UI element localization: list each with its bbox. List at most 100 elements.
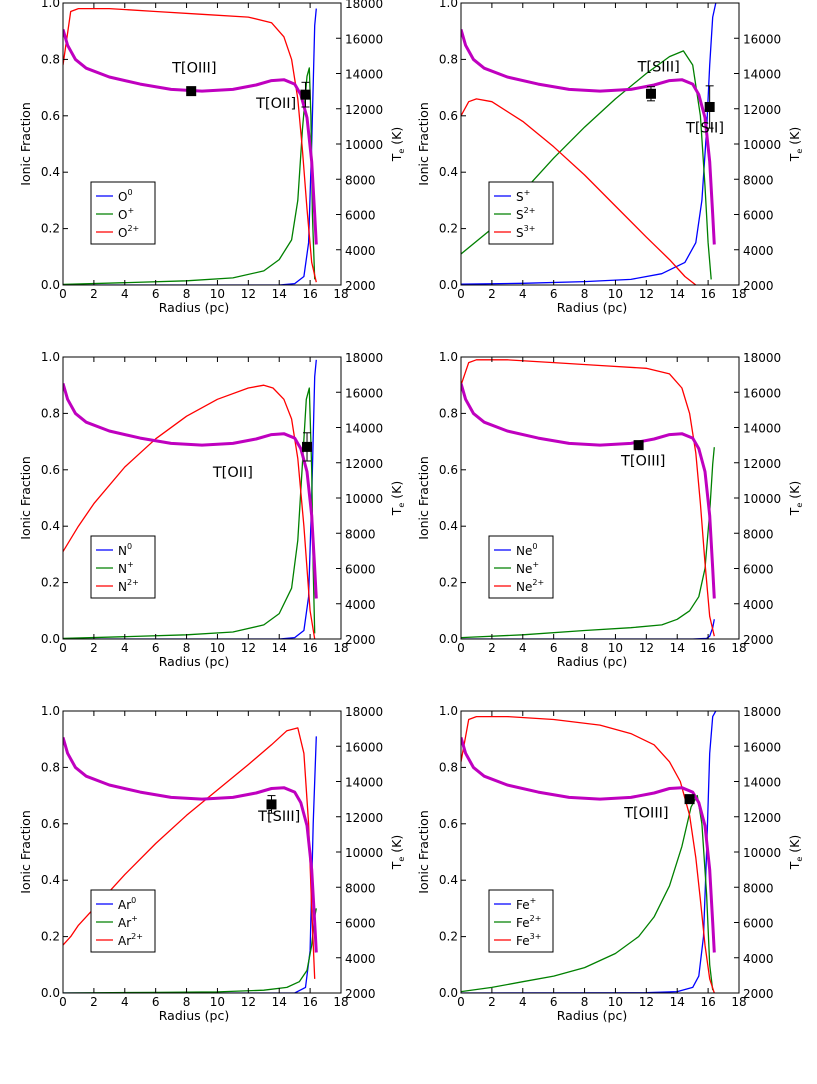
y2-tick-label: 16000 — [345, 386, 383, 400]
legend-box — [488, 535, 554, 599]
y2-tick-label: 6000 — [345, 563, 376, 577]
legend-box — [90, 535, 156, 599]
y-tick-label: 0.4 — [439, 519, 458, 533]
x-tick-label: 8 — [581, 995, 589, 1009]
x-tick-label: 14 — [670, 995, 685, 1009]
x-tick-label: 14 — [670, 287, 685, 301]
x-tick-label: 18 — [333, 641, 348, 655]
legend-box — [488, 889, 554, 953]
y-tick-label: 0.0 — [439, 632, 458, 646]
series-line-splus — [461, 3, 717, 285]
y2-tick-label: 16000 — [743, 386, 781, 400]
x-tick-label: 12 — [639, 287, 654, 301]
y2-tick-label: 14000 — [345, 422, 383, 436]
x-tick-label: 10 — [608, 641, 623, 655]
y-tick-label: 1.0 — [439, 350, 458, 364]
legend-label: Ne2+ — [516, 578, 544, 594]
x-tick-label: 12 — [241, 287, 256, 301]
y-tick-label: 0.2 — [439, 930, 458, 944]
y2-tick-label: 6000 — [743, 563, 774, 577]
y-tick-label: 0.6 — [41, 817, 60, 831]
temperature-annotation: T[OII] — [255, 96, 296, 112]
x-tick-label: 14 — [670, 641, 685, 655]
y2-tick-label: 2000 — [743, 633, 774, 647]
y2-axis-label: Te (K) — [389, 481, 406, 517]
temperature-marker — [300, 89, 311, 100]
series-line-te — [63, 28, 318, 245]
x-tick-label: 8 — [581, 641, 589, 655]
legend-label: N+ — [118, 560, 134, 576]
x-tick-label: 0 — [457, 287, 465, 301]
y-tick-label: 0.8 — [41, 406, 60, 420]
series-line-feplus — [461, 711, 717, 993]
y2-tick-label: 18000 — [345, 0, 383, 11]
x-tick-label: 14 — [272, 995, 287, 1009]
x-axis-label: Radius (pc) — [159, 300, 229, 315]
y2-tick-label: 12000 — [345, 811, 383, 825]
x-tick-label: 18 — [731, 641, 746, 655]
legend-label: Ar2+ — [118, 932, 143, 948]
series-line-fe3plus — [461, 715, 715, 993]
legend-label: Ne0 — [516, 542, 537, 558]
x-tick-label: 2 — [90, 995, 98, 1009]
y-tick-label: 0.6 — [439, 463, 458, 477]
x-tick-label: 2 — [488, 287, 496, 301]
series-line-te — [63, 382, 318, 599]
temperature-marker — [704, 101, 715, 112]
x-tick-label: 18 — [731, 287, 746, 301]
temperature-annotation: T[SII] — [685, 121, 724, 137]
x-tick-label: 6 — [152, 287, 160, 301]
series-line-te — [461, 736, 716, 953]
x-tick-label: 18 — [333, 995, 348, 1009]
series-line-te — [461, 28, 716, 245]
series-line-oplus — [63, 67, 316, 285]
y-tick-label: 0.4 — [41, 519, 60, 533]
temperature-annotation: T[OIII] — [171, 61, 216, 77]
y2-tick-label: 10000 — [345, 846, 383, 860]
y-tick-label: 0.2 — [41, 222, 60, 236]
y-tick-label: 0.8 — [439, 406, 458, 420]
series-line-te — [63, 736, 318, 953]
legend-label: N2+ — [118, 578, 139, 594]
y-tick-label: 0.0 — [41, 986, 60, 1000]
legend-label: N0 — [118, 542, 132, 558]
x-tick-label: 4 — [519, 287, 527, 301]
y2-tick-label: 18000 — [345, 351, 383, 365]
legend-label: S+ — [516, 188, 530, 204]
series-line-s3plus — [461, 98, 697, 285]
chart-panel-5: 0 2 4 6 8 10 12 14 16 18 0.0 0.2 0.4 0.6 0.8 1.0 2000 400… — [18, 704, 406, 1023]
legend-label: Fe2+ — [516, 914, 541, 930]
y2-tick-label: 6000 — [345, 209, 376, 223]
x-tick-label: 6 — [550, 641, 558, 655]
legend-label: Fe3+ — [516, 932, 541, 948]
x-tick-label: 18 — [333, 287, 348, 301]
x-tick-label: 10 — [608, 287, 623, 301]
x-tick-label: 6 — [550, 995, 558, 1009]
x-tick-label: 4 — [121, 641, 129, 655]
temperature-annotation: T[OIII] — [623, 806, 668, 822]
y-tick-label: 0.8 — [41, 760, 60, 774]
y-axis-label: Ionic Fraction — [18, 810, 33, 893]
series-line-o2plus — [63, 7, 317, 283]
y2-tick-label: 4000 — [743, 598, 774, 612]
x-tick-label: 6 — [550, 287, 558, 301]
y-tick-label: 0.2 — [439, 222, 458, 236]
y2-tick-label: 4000 — [345, 244, 376, 258]
y2-tick-label: 14000 — [345, 776, 383, 790]
y-tick-label: 0.0 — [439, 986, 458, 1000]
x-tick-label: 6 — [152, 995, 160, 1009]
y-axis-label: Ionic Fraction — [416, 456, 431, 539]
x-tick-label: 18 — [731, 995, 746, 1009]
y2-tick-label: 12000 — [743, 103, 781, 117]
y2-axis-label: Te (K) — [389, 835, 406, 871]
x-tick-label: 8 — [581, 287, 589, 301]
y-tick-label: 0.2 — [41, 576, 60, 590]
legend: N0 N+ N2+ — [90, 535, 156, 599]
temperature-marker — [684, 794, 695, 805]
x-tick-label: 10 — [210, 995, 225, 1009]
y2-tick-label: 18000 — [743, 351, 781, 365]
y-tick-label: 1.0 — [41, 350, 60, 364]
legend-label: S3+ — [516, 224, 535, 240]
y2-tick-label: 2000 — [345, 987, 376, 1001]
